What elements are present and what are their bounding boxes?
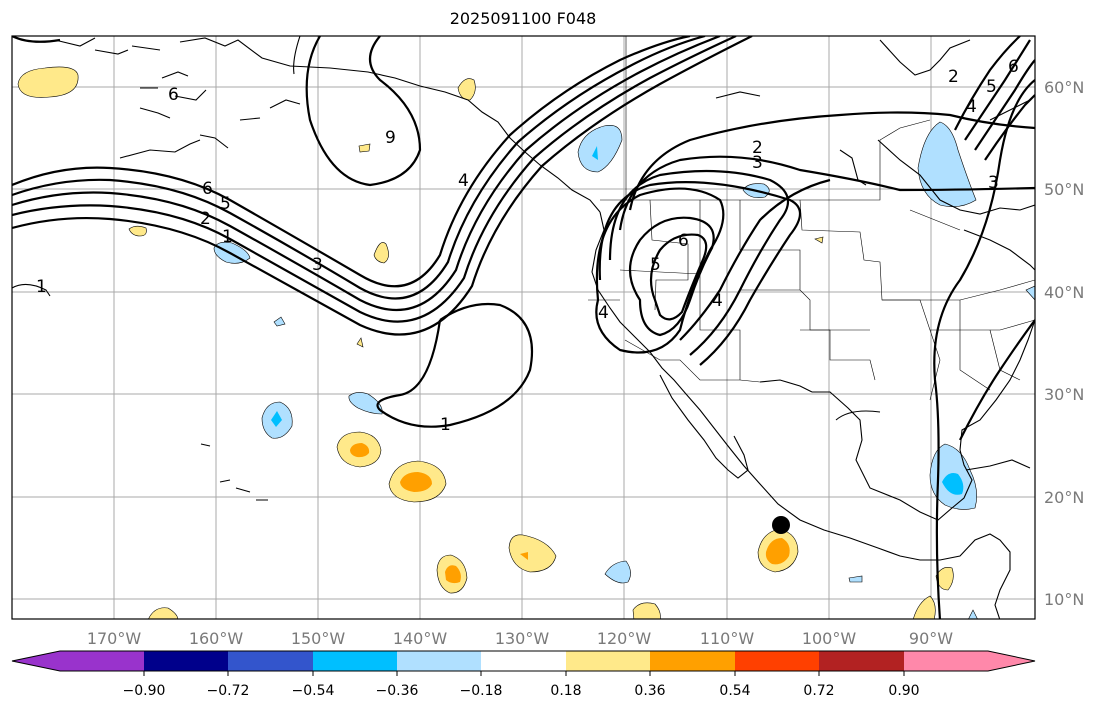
colorbar-tick-label: 0.36 — [634, 683, 665, 699]
lon-label: 140°W — [393, 629, 448, 648]
latitude-labels: 60°N 50°N 40°N 30°N 20°N 10°N — [1044, 78, 1084, 609]
lat-label: 20°N — [1044, 488, 1084, 507]
contour-label: 6 — [202, 179, 213, 199]
colorbar-tick-label: −0.54 — [292, 683, 335, 699]
shading-positive — [17, 66, 954, 619]
colorbar-swatch — [228, 651, 313, 671]
contour-label: 4 — [458, 171, 469, 191]
contour-label: 4 — [712, 291, 723, 311]
lon-label: 170°W — [87, 629, 142, 648]
colorbar-tick-label: −0.18 — [460, 683, 503, 699]
coastlines — [12, 36, 1035, 619]
colorbar-tick-label: 0.72 — [803, 683, 834, 699]
colorbar-tick-label: 0.90 — [888, 683, 919, 699]
lon-label: 100°W — [802, 629, 857, 648]
contour-label: 6 — [1008, 57, 1019, 77]
contour-label: 1 — [36, 277, 47, 297]
map-area[interactable] — [12, 36, 1035, 619]
contour-label: 2 — [200, 209, 211, 229]
contour-label: 2 — [948, 67, 959, 87]
colorbar-swatch — [397, 651, 481, 671]
colorbar-tick-label: 0.18 — [550, 683, 581, 699]
colorbar-swatch — [735, 651, 819, 671]
lat-label: 40°N — [1044, 283, 1084, 302]
contours — [12, 36, 1035, 619]
map-title: 2025091100 F048 — [449, 9, 597, 28]
contour-label: 6 — [168, 85, 179, 105]
gridlines — [12, 36, 1035, 619]
colorbar-swatch — [144, 651, 228, 671]
map-frame — [11, 35, 1036, 620]
lon-label: 160°W — [189, 629, 244, 648]
colorbar-swatch — [481, 651, 566, 671]
lon-label: 90°W — [909, 629, 953, 648]
lat-label: 10°N — [1044, 590, 1084, 609]
colorbar-swatch-extend-min — [12, 651, 144, 671]
colorbar-tick-label: −0.72 — [207, 683, 250, 699]
contour-label: 5 — [220, 194, 231, 214]
contour-label: 5 — [650, 255, 661, 275]
contour-label: 3 — [988, 173, 999, 193]
contour-label: 4 — [598, 303, 609, 323]
contour-label: 1 — [222, 227, 233, 247]
colorbar-tick-label: −0.90 — [123, 683, 166, 699]
colorbar: −0.90 −0.72 −0.54 −0.36 −0.18 0.18 0.36 … — [11, 650, 1036, 699]
lat-label: 60°N — [1044, 78, 1084, 97]
colorbar-swatch — [313, 651, 397, 671]
contour-label: 3 — [312, 255, 323, 275]
colorbar-swatch — [566, 651, 650, 671]
contour-label: 1 — [440, 415, 451, 435]
colorbar-tick-label: −0.36 — [376, 683, 419, 699]
lat-label: 30°N — [1044, 385, 1084, 404]
location-marker[interactable] — [772, 516, 790, 534]
longitude-labels: 170°W 160°W 150°W 140°W 130°W 120°W 110°… — [87, 629, 953, 648]
lon-label: 120°W — [597, 629, 652, 648]
contour-label: 6 — [678, 231, 689, 251]
colorbar-tick-label: 0.54 — [719, 683, 750, 699]
contour-label: 4 — [966, 97, 977, 117]
colorbar-swatch-extend-max — [904, 651, 1035, 671]
contour-label: 2 — [752, 138, 763, 158]
colorbar-swatch — [819, 651, 904, 671]
lat-label: 50°N — [1044, 180, 1084, 199]
contour-label: 3 — [752, 153, 763, 173]
lon-label: 110°W — [700, 629, 755, 648]
colorbar-swatch — [650, 651, 735, 671]
lon-label: 130°W — [495, 629, 550, 648]
contour-label: 5 — [986, 77, 997, 97]
contour-label: 9 — [385, 128, 396, 148]
contour-labels: 6 6 5 2 1 3 1 4 9 1 2 3 6 5 4 4 3 4 5 2 … — [36, 57, 1019, 435]
lon-label: 150°W — [291, 629, 346, 648]
